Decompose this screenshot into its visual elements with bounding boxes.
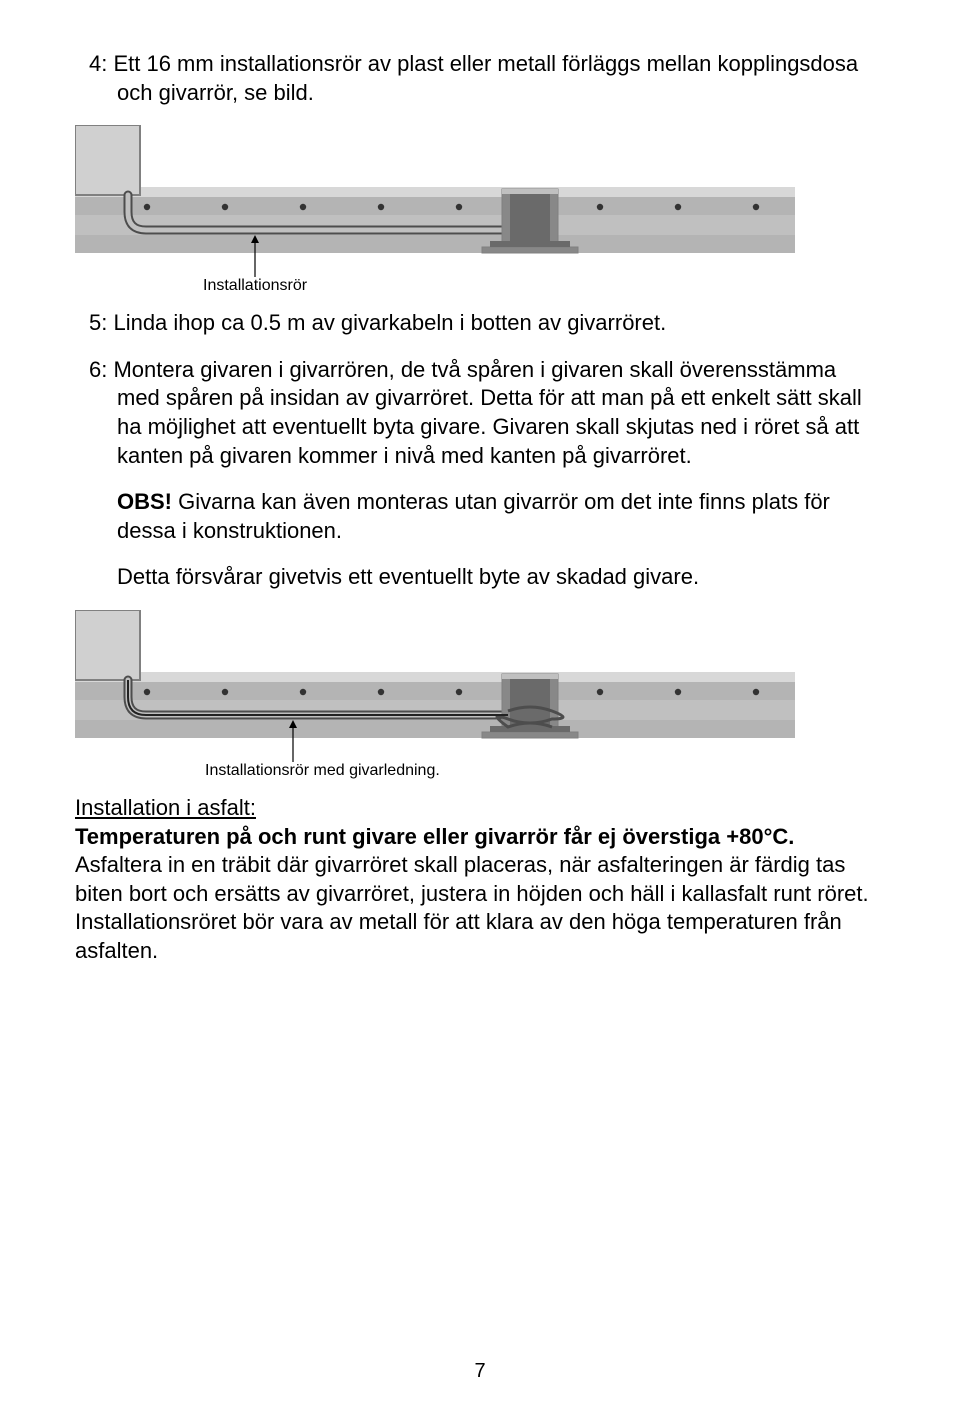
diagram-1: Installationsrör bbox=[75, 125, 795, 295]
step6-para2: OBS! Givarna kan även monteras utan giva… bbox=[75, 488, 885, 545]
diagram-2-label: Installationsrör med givarledning. bbox=[205, 762, 440, 780]
step6-para3: Detta försvårar givetvis ett eventuellt … bbox=[75, 563, 885, 592]
step5-text: 5: Linda ihop ca 0.5 m av givarkabeln i … bbox=[75, 309, 885, 338]
diagram-2-svg bbox=[75, 610, 795, 780]
asfalt-heading: Installation i asfalt: bbox=[75, 795, 256, 820]
diagram-1-svg bbox=[75, 125, 795, 295]
page-number: 7 bbox=[0, 1360, 960, 1383]
obs-text: Givarna kan även monteras utan givarrör … bbox=[117, 489, 830, 543]
diagram-2: Installationsrör med givarledning. bbox=[75, 610, 795, 780]
diagram-1-label: Installationsrör bbox=[203, 277, 307, 295]
asfalt-body: Asfaltera in en träbit där givarröret sk… bbox=[75, 852, 869, 963]
asfalt-bold-line: Temperaturen på och runt givare eller gi… bbox=[75, 824, 794, 849]
asfalt-section: Installation i asfalt: Temperaturen på o… bbox=[75, 794, 885, 966]
obs-label: OBS! bbox=[117, 489, 172, 514]
step4-text: 4: Ett 16 mm installationsrör av plast e… bbox=[75, 50, 885, 107]
step6-para1: 6: Montera givaren i givarrören, de två … bbox=[75, 356, 885, 470]
